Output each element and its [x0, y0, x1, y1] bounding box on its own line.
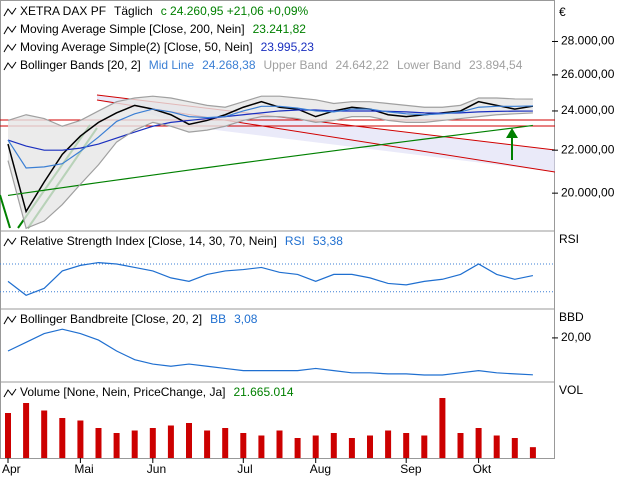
- legend-text: XETRA DAX PF: [20, 4, 106, 18]
- legend-icon: [3, 388, 17, 398]
- bar: [403, 433, 410, 458]
- series-line: [7, 95, 533, 127]
- legend-icon: [3, 25, 17, 35]
- bar: [59, 418, 66, 458]
- legend-text: Lower Band: [397, 58, 461, 72]
- legend-icon: [3, 7, 17, 17]
- y-tick-label: 28.000,00: [561, 34, 615, 48]
- band-fill: [8, 96, 533, 229]
- y-tick-label: 20,00: [561, 330, 591, 344]
- legend-icon: [3, 43, 17, 53]
- series-line: [7, 124, 533, 197]
- series-line: [7, 261, 534, 296]
- x-tick-label: Jul: [237, 462, 252, 476]
- bar: [529, 447, 536, 458]
- legend-text: BB: [210, 312, 226, 326]
- series-line: [7, 105, 533, 169]
- bar: [421, 435, 428, 458]
- series-line: [7, 112, 533, 230]
- legend-icon: [3, 315, 17, 325]
- bar: [475, 428, 482, 458]
- trend-line: [0, 194, 11, 229]
- legend-text: Moving Average Simple [Close, 200, Nein]: [20, 22, 245, 36]
- x-tick-label: Apr: [2, 462, 21, 476]
- bar: [330, 433, 337, 458]
- legend-text: Relative Strength Index [Close, 14, 30, …: [20, 234, 277, 248]
- bar: [240, 433, 247, 458]
- plot-frame: [0, 0, 555, 459]
- legend-text: Bollinger Bandbreite [Close, 20, 2]: [20, 312, 202, 326]
- y-tick-label: 26.000,00: [561, 67, 615, 81]
- legend-text: Bollinger Bands [20, 2]: [20, 58, 141, 72]
- legend-text: Moving Average Simple(2) [Close, 50, Nei…: [20, 40, 253, 54]
- bar: [149, 428, 156, 458]
- legend-text: 21.665.014: [233, 385, 293, 399]
- axis-unit: €: [559, 5, 566, 19]
- axis-unit: RSI: [559, 232, 579, 246]
- series-line: [7, 328, 533, 376]
- bar: [113, 433, 120, 458]
- legend-text: 23.894,54: [469, 58, 523, 72]
- x-tick-label: Mai: [74, 462, 93, 476]
- x-tick-label: Aug: [310, 462, 331, 476]
- bar: [276, 430, 283, 458]
- y-tick-label: 24.000,00: [561, 103, 615, 117]
- bar: [186, 423, 192, 458]
- bar: [348, 438, 355, 458]
- legend-text: 23.241,82: [253, 22, 307, 36]
- bar: [5, 413, 11, 458]
- bar: [457, 433, 464, 458]
- bar: [41, 410, 48, 458]
- legend-text: 24.642,22: [336, 58, 390, 72]
- arrow-head: [506, 128, 518, 138]
- legend-text: RSI: [285, 234, 305, 248]
- y-tick-label: 20.000,00: [561, 185, 615, 199]
- legend-text: Volume [None, Nein, PriceChange, Ja]: [20, 385, 225, 399]
- legend-text: 24.268,38: [202, 58, 256, 72]
- bar: [493, 435, 500, 458]
- x-tick-label: Okt: [473, 462, 492, 476]
- bar: [439, 398, 446, 458]
- legend-icon: [3, 61, 17, 71]
- axis-unit: VOL: [559, 383, 583, 397]
- y-tick-label: 22.000,00: [561, 142, 615, 156]
- bar: [204, 430, 211, 458]
- legend-text: Mid Line: [149, 58, 195, 72]
- bar: [312, 435, 319, 458]
- legend-text: 53,38: [313, 234, 343, 248]
- axis-unit: BBD: [559, 310, 584, 324]
- legend-text: Täglich: [114, 4, 153, 18]
- legend-icon: [3, 237, 17, 247]
- x-tick-label: Sep: [400, 462, 422, 476]
- bar: [258, 435, 265, 458]
- legend-text: 3,08: [234, 312, 258, 326]
- legend-text: c 24.260,95 +21,06 +0,09%: [161, 4, 309, 18]
- bar: [385, 430, 392, 458]
- bar: [222, 428, 229, 458]
- bar: [131, 430, 138, 458]
- legend-text: Upper Band: [264, 58, 328, 72]
- bar: [95, 428, 102, 458]
- series-line: [7, 100, 534, 214]
- bar: [77, 420, 84, 458]
- bar: [367, 435, 373, 458]
- legend-text: 23.995,23: [261, 40, 315, 54]
- bar: [511, 438, 518, 458]
- bar: [23, 403, 30, 458]
- bar: [294, 438, 301, 458]
- x-tick-label: Jun: [147, 462, 166, 476]
- bar: [167, 425, 174, 458]
